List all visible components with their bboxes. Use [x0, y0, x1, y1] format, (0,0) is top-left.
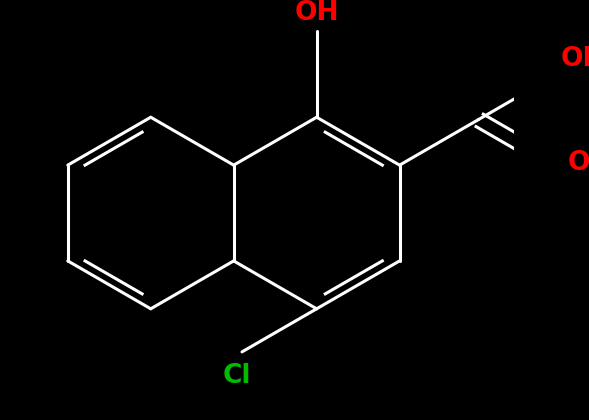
Text: O: O: [567, 150, 589, 176]
Text: OH: OH: [294, 0, 339, 26]
Text: OH: OH: [561, 46, 589, 72]
Text: Cl: Cl: [223, 363, 252, 389]
